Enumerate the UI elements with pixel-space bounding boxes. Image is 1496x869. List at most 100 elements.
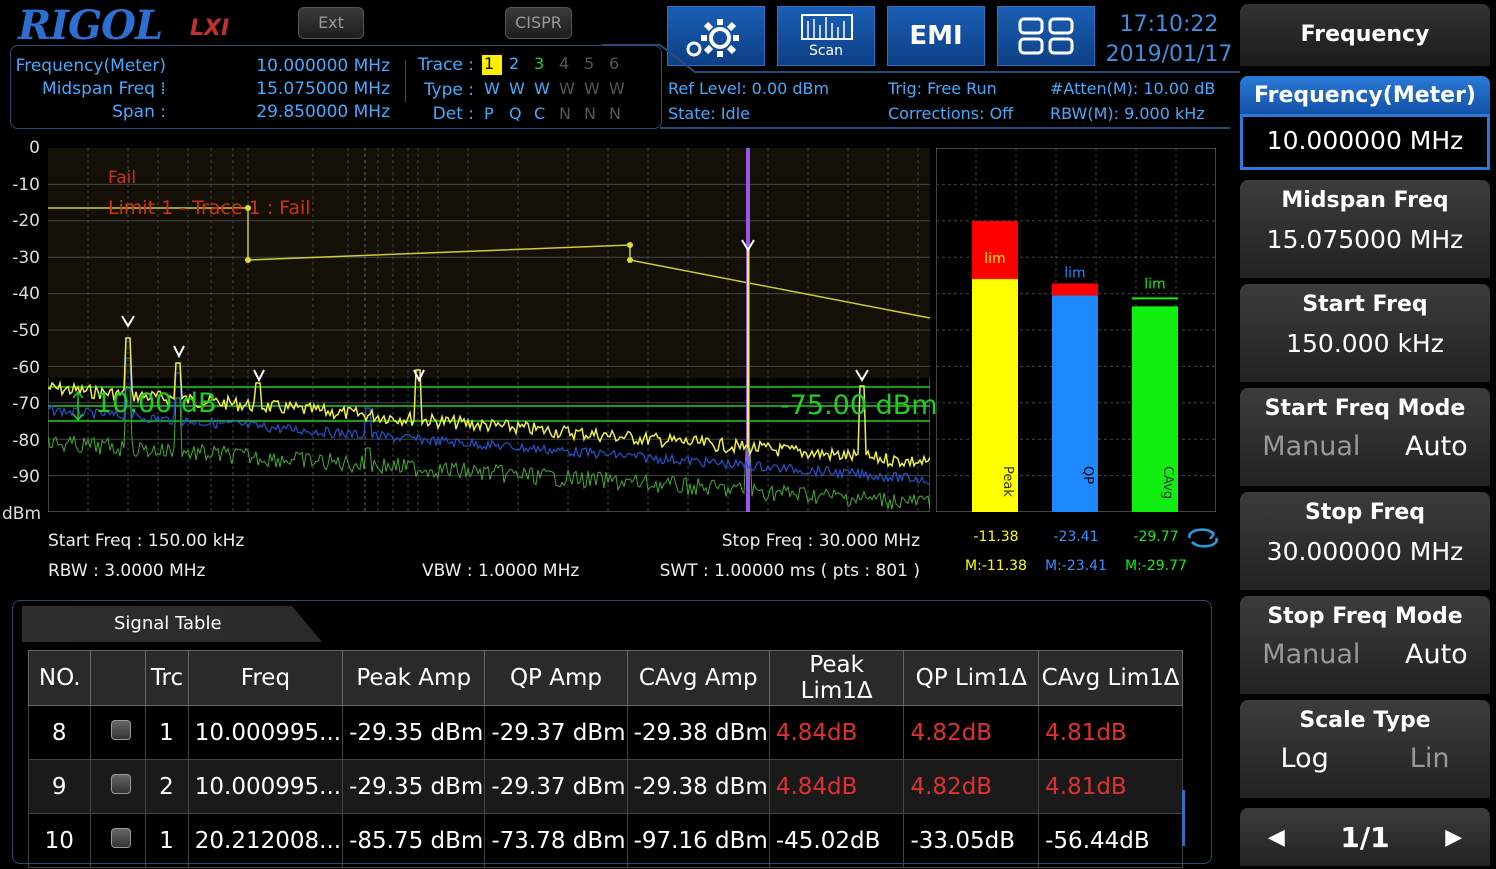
table-cell-trc: 1 bbox=[145, 705, 189, 760]
threshold-label: -75.00 dBm bbox=[780, 390, 938, 421]
menu-stop-freq[interactable]: Stop Freq 30.000000 MHz bbox=[1240, 492, 1490, 590]
trace-number-5[interactable]: 5 bbox=[584, 54, 595, 73]
column-header[interactable]: NO. bbox=[27, 650, 92, 706]
table-cell-qp: -29.37 dBm bbox=[484, 759, 628, 814]
column-header[interactable]: Freq bbox=[187, 650, 344, 706]
refresh-icon[interactable] bbox=[1186, 528, 1220, 548]
y-tick-label: -90 bbox=[12, 467, 40, 488]
menu-start-label: Start Freq bbox=[1302, 292, 1428, 317]
meter-panel: lim Peak lim QP lim CAvg bbox=[936, 148, 1216, 512]
table-cell-freq: 10.000995... bbox=[187, 759, 344, 814]
table-cell-qp: -73.78 dBm bbox=[484, 813, 628, 868]
state: State: Idle bbox=[668, 104, 750, 123]
meter-lim-label: lim bbox=[1144, 276, 1165, 292]
table-cell-peak: -85.75 dBm bbox=[342, 813, 486, 868]
info-divider bbox=[405, 60, 406, 102]
signal-table-tab[interactable] bbox=[22, 606, 322, 642]
trace-number-1[interactable]: 1 bbox=[484, 54, 495, 73]
ext-button[interactable]: Ext bbox=[298, 7, 364, 39]
row-checkbox[interactable] bbox=[110, 719, 131, 740]
meter-value: -23.41 bbox=[1053, 529, 1099, 545]
stop-mode-manual[interactable]: Manual bbox=[1262, 639, 1361, 670]
freq-meter-label: Frequency(Meter) : bbox=[15, 56, 166, 96]
settings-button[interactable] bbox=[667, 6, 765, 66]
table-cell-ql: -33.05dB bbox=[903, 813, 1040, 868]
next-page-icon[interactable]: ▶ bbox=[1445, 824, 1463, 850]
spectrum-plot[interactable] bbox=[48, 148, 930, 512]
menu-scale-label: Scale Type bbox=[1299, 708, 1431, 733]
y-tick-label: -80 bbox=[12, 430, 40, 451]
prev-page-icon[interactable]: ◀ bbox=[1267, 824, 1285, 850]
meter-lim-qp bbox=[1052, 283, 1098, 296]
menu-midspan-label: Midspan Freq bbox=[1281, 188, 1449, 213]
trace-1-highlight bbox=[482, 55, 502, 75]
y-tick-label: -60 bbox=[12, 357, 40, 378]
column-header[interactable]: Trc bbox=[145, 650, 189, 706]
menu-stop-value: 30.000000 MHz bbox=[1266, 537, 1464, 566]
menu-start-mode[interactable]: Start Freq Mode Manual Auto bbox=[1240, 388, 1490, 486]
row-checkbox[interactable] bbox=[110, 827, 131, 848]
trace-number-6[interactable]: 6 bbox=[609, 54, 620, 73]
start-mode-auto[interactable]: Auto bbox=[1404, 431, 1468, 462]
column-header[interactable]: QP Amp bbox=[484, 650, 628, 706]
start-mode-manual[interactable]: Manual bbox=[1262, 431, 1361, 462]
trace-number-2[interactable]: 2 bbox=[509, 54, 520, 73]
grid-layout-icon bbox=[1018, 17, 1074, 55]
clock: 17:10:22 2019/01/17 bbox=[1105, 10, 1233, 70]
meter-value: -29.77 bbox=[1133, 529, 1179, 545]
table-row[interactable]: 10 1 20.212008... -85.75 dBm -73.78 dBm -97.1… bbox=[27, 813, 1183, 868]
menu-midspan[interactable]: Midspan Freq 15.075000 MHz bbox=[1240, 180, 1490, 278]
menu-start-freq[interactable]: Start Freq 150.000 kHz bbox=[1240, 284, 1490, 382]
y-tick-label: 0 bbox=[29, 138, 40, 158]
column-header[interactable] bbox=[90, 650, 147, 706]
table-row[interactable]: 9 2 10.000995... -29.35 dBm -29.37 dBm -29.38… bbox=[27, 759, 1183, 814]
menu-scale-type[interactable]: Scale Type Log Lin bbox=[1240, 700, 1490, 798]
table-cell-trc: 1 bbox=[145, 813, 189, 868]
table-cell-freq: 10.000995... bbox=[187, 705, 344, 760]
column-header[interactable]: Peak Amp bbox=[342, 650, 486, 706]
y-tick-label: -30 bbox=[12, 247, 40, 268]
layout-button[interactable] bbox=[997, 6, 1095, 66]
column-header[interactable]: CAvg Lim1Δ bbox=[1038, 650, 1183, 706]
table-cell-cavg: -29.38 dBm bbox=[626, 705, 770, 760]
type-label: Type : bbox=[423, 80, 474, 100]
scan-button[interactable]: Scan bbox=[777, 6, 875, 66]
table-cell-ql: 4.82dB bbox=[903, 759, 1040, 814]
midspan-label: Midspan Freq : bbox=[42, 79, 166, 99]
menu-midspan-value: 15.075000 MHz bbox=[1266, 225, 1464, 254]
trace-det-4: N bbox=[559, 104, 571, 123]
atten: #Atten(M): 10.00 dB bbox=[1050, 79, 1216, 98]
span-label: Span : bbox=[112, 102, 166, 122]
fail-text: Fail bbox=[108, 168, 137, 188]
trace-det-2: Q bbox=[509, 104, 522, 123]
table-row[interactable]: 8 1 10.000995... -29.35 dBm -29.37 dBm -29.38… bbox=[27, 705, 1183, 760]
scale-log[interactable]: Log bbox=[1280, 743, 1329, 774]
page-indicator: 1/1 bbox=[1340, 820, 1390, 854]
emi-button[interactable]: EMI bbox=[887, 6, 985, 66]
trace-label: Trace : bbox=[417, 55, 474, 75]
column-header[interactable]: Peak Lim1Δ bbox=[768, 650, 905, 706]
meter-lim-label: lim bbox=[984, 251, 1005, 267]
cispr-button[interactable]: CISPR bbox=[505, 7, 572, 39]
table-cell-pl: 4.84dB bbox=[768, 705, 905, 760]
delta-label: 10.00 dB bbox=[95, 388, 217, 419]
limit-fail-text: Limit 1 - Trace 1 : Fail bbox=[108, 197, 311, 219]
info-panel bbox=[10, 45, 662, 129]
row-checkbox[interactable] bbox=[110, 773, 131, 794]
table-cell-qp: -29.37 dBm bbox=[484, 705, 628, 760]
menu-stop-mode[interactable]: Stop Freq Mode Manual Auto bbox=[1240, 596, 1490, 694]
scale-lin[interactable]: Lin bbox=[1409, 743, 1450, 774]
column-header[interactable]: CAvg Amp bbox=[626, 650, 770, 706]
midspan-value: 15.075000 MHz bbox=[256, 79, 390, 99]
table-scrollbar[interactable] bbox=[1182, 790, 1185, 846]
meter-lim-peak bbox=[972, 221, 1018, 280]
column-header[interactable]: QP Lim1Δ bbox=[903, 650, 1040, 706]
stop-mode-auto[interactable]: Auto bbox=[1404, 639, 1468, 670]
menu-freq-meter[interactable]: Frequency(Meter) 10.000000 MHz bbox=[1240, 76, 1490, 174]
y-tick-label: -20 bbox=[12, 211, 40, 232]
trace-type-4: W bbox=[559, 79, 575, 98]
trace-det-3: C bbox=[534, 104, 546, 123]
trace-number-3[interactable]: 3 bbox=[534, 54, 545, 73]
table-cell-peak: -29.35 dBm bbox=[342, 759, 486, 814]
trace-number-4[interactable]: 4 bbox=[559, 54, 570, 73]
